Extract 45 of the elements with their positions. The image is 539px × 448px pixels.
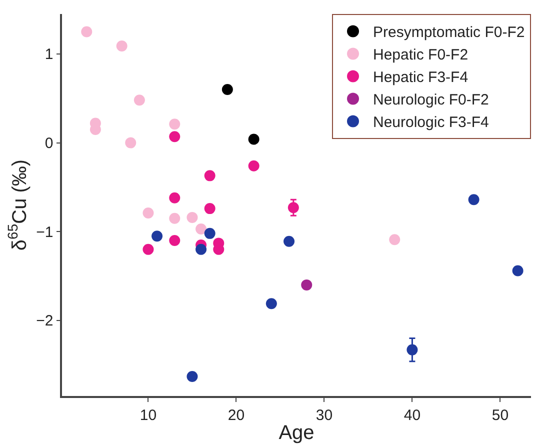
point: [248, 160, 260, 172]
x-tick-label: 50: [492, 406, 509, 424]
x-tick-label: 40: [404, 406, 421, 424]
legend-label: Hepatic F0-F2: [373, 46, 468, 64]
point: [284, 236, 295, 247]
point: [116, 40, 128, 52]
point: [204, 203, 216, 214]
point: [169, 212, 180, 224]
point: [204, 228, 216, 239]
legend-label: Neurologic F0-F2: [373, 92, 489, 109]
point: [406, 344, 418, 356]
x-tick-label: 20: [228, 406, 245, 424]
point: [266, 298, 277, 310]
point: [169, 131, 180, 142]
point: [142, 208, 154, 218]
x-tick-label: 30: [316, 406, 333, 424]
point: [169, 192, 180, 204]
point: [196, 223, 207, 234]
point: [204, 170, 216, 182]
legend-label: Hepatic F3-F4: [373, 69, 468, 86]
y-tick-label: 1: [44, 46, 54, 64]
point: [186, 370, 198, 382]
point: [152, 230, 163, 242]
y-tick-label: −2: [36, 312, 54, 330]
point: [196, 244, 207, 255]
point: [468, 194, 480, 206]
point: [169, 235, 180, 246]
point: [512, 265, 524, 276]
legend-label: Presymptomatic F0-F2: [373, 24, 525, 42]
x-tick-label: 10: [140, 406, 157, 424]
point: [248, 134, 260, 145]
point: [81, 26, 92, 38]
y-tick-label: −1: [36, 224, 54, 241]
point: [186, 212, 198, 223]
point: [142, 244, 154, 255]
point: [222, 84, 233, 96]
point: [389, 234, 400, 246]
x-axis-title: Age: [278, 422, 314, 444]
point: [134, 94, 145, 106]
point: [288, 202, 299, 214]
y-tick-label: 0: [44, 135, 54, 152]
point: [301, 279, 312, 290]
point: [125, 137, 136, 148]
legend-label: Neurologic F3-F4: [373, 114, 489, 132]
point: [169, 118, 180, 130]
